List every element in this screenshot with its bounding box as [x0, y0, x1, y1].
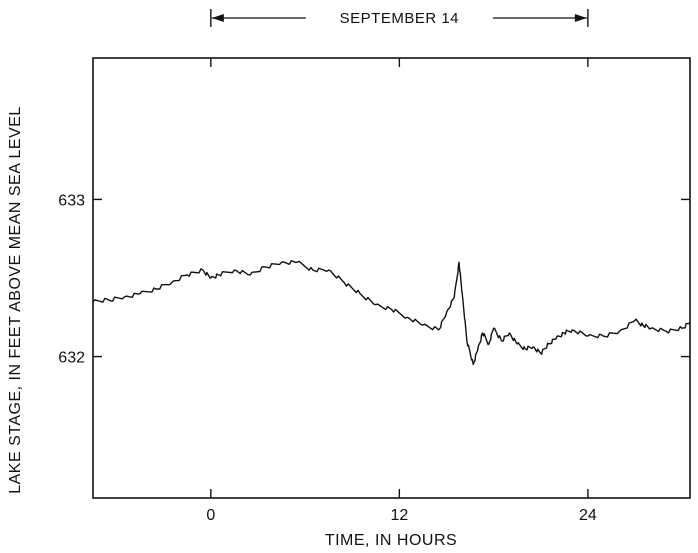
lake-stage-line — [92, 260, 691, 366]
x-tick-label-0: 0 — [206, 507, 215, 524]
tick-labels: 0 12 24 632 633 — [58, 192, 597, 524]
tick-marks — [93, 58, 690, 498]
y-tick-label-0: 632 — [58, 350, 85, 367]
y-tick-label-1: 633 — [58, 192, 85, 209]
date-range-annotation: SEPTEMBER 14 — [210, 9, 589, 27]
annotation-left-arrowhead — [211, 14, 224, 22]
x-tick-label-1: 12 — [390, 507, 408, 524]
x-axis-title: TIME, IN HOURS — [325, 532, 457, 549]
x-tick-label-2: 24 — [579, 507, 597, 524]
plot-frame — [92, 57, 691, 499]
annotation-right-arrowhead — [574, 14, 587, 22]
y-axis-title: LAKE STAGE, IN FEET ABOVE MEAN SEA LEVEL — [7, 106, 24, 494]
annotation-label: SEPTEMBER 14 — [340, 10, 459, 27]
